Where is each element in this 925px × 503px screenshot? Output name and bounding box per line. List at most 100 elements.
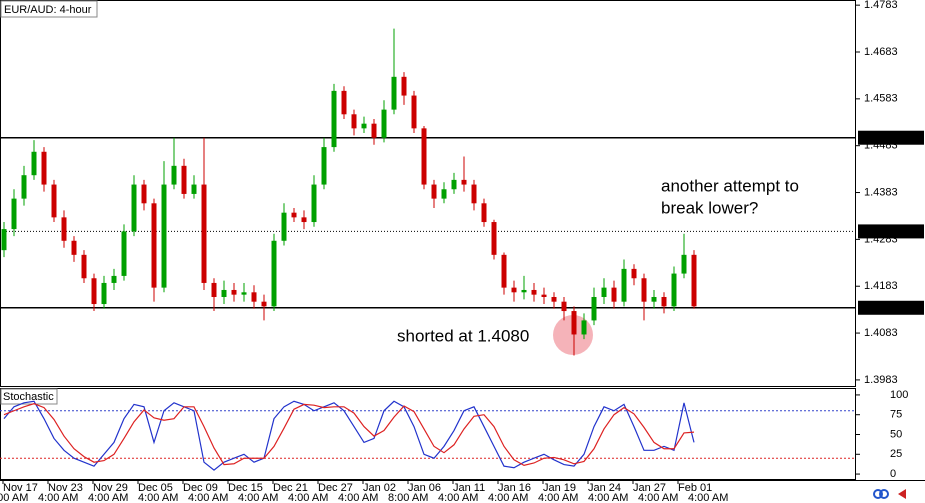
candle-body bbox=[691, 254, 697, 307]
candle-body bbox=[581, 320, 587, 335]
icon bbox=[879, 489, 889, 499]
y-tick-label: 0 bbox=[890, 468, 896, 480]
candle-body bbox=[651, 296, 657, 302]
stoch-title: Stochastic bbox=[3, 391, 54, 403]
candle-body bbox=[71, 240, 77, 255]
candle-body bbox=[101, 282, 107, 305]
candle-body bbox=[451, 179, 457, 190]
candle-body bbox=[381, 109, 387, 138]
candle-body bbox=[61, 217, 67, 241]
candle-body bbox=[501, 254, 507, 288]
candle-body bbox=[11, 198, 17, 230]
candle-body bbox=[291, 212, 297, 218]
candle-body bbox=[491, 222, 497, 255]
candle-body bbox=[171, 165, 177, 185]
h-line-label-bg bbox=[858, 300, 924, 315]
candle-body bbox=[461, 179, 467, 185]
candle-body bbox=[201, 184, 207, 283]
annotation: shorted at 1.4080 bbox=[397, 326, 529, 345]
candle-body bbox=[611, 287, 617, 302]
y-tick-label: 1.4083 bbox=[864, 327, 898, 339]
candle-body bbox=[371, 123, 377, 138]
title-box bbox=[0, 0, 98, 18]
candle-body bbox=[561, 301, 567, 312]
candle-body bbox=[401, 76, 407, 96]
candle-body bbox=[51, 184, 57, 218]
x-date-label: Dec 09 bbox=[183, 482, 218, 494]
x-date-label: Jan 06 bbox=[408, 482, 441, 494]
candle-body bbox=[411, 95, 417, 129]
candle-body bbox=[531, 289, 537, 295]
candle-body bbox=[661, 296, 667, 307]
candle-body bbox=[551, 296, 557, 302]
x-date-label: Dec 27 bbox=[318, 482, 353, 494]
y-tick-label: 75 bbox=[890, 409, 902, 421]
candle-body bbox=[251, 292, 257, 302]
candle-body bbox=[441, 189, 447, 199]
candle-body bbox=[241, 292, 247, 295]
candle-body bbox=[471, 184, 477, 204]
candle-body bbox=[541, 294, 547, 297]
candle-body bbox=[161, 184, 167, 288]
x-time-label: 4:00 AM bbox=[488, 492, 528, 503]
y-tick-label: 25 bbox=[890, 448, 902, 460]
candle-body bbox=[591, 296, 597, 321]
x-time-label: 4:00 AM bbox=[688, 492, 728, 503]
x-time-label: 4:00 AM bbox=[188, 492, 228, 503]
candle-body bbox=[111, 275, 117, 283]
candle-body bbox=[521, 289, 527, 293]
x-date-label: Jan 27 bbox=[633, 482, 666, 494]
x-time-label: 4:00 AM bbox=[138, 492, 178, 503]
x-time-label: 4:00 AM bbox=[338, 492, 378, 503]
h-line-label-bg bbox=[858, 224, 924, 239]
candle-body bbox=[281, 212, 287, 241]
y-tick-label: 100 bbox=[890, 389, 908, 401]
main-frame bbox=[0, 0, 856, 387]
candle-body bbox=[431, 184, 437, 199]
candle-body bbox=[361, 123, 367, 129]
x-date-label: Dec 21 bbox=[273, 482, 308, 494]
h-line-label-bg bbox=[858, 130, 924, 145]
stoch-frame bbox=[0, 388, 856, 480]
y-tick-label: 1.4583 bbox=[864, 93, 898, 105]
candle-body bbox=[351, 114, 357, 129]
x-time-label: 4:00 AM bbox=[0, 492, 28, 503]
candle-body bbox=[131, 184, 137, 232]
x-date-label: Jan 02 bbox=[363, 482, 396, 494]
candle-body bbox=[141, 184, 147, 204]
candle-body bbox=[631, 268, 637, 279]
y-tick-label: 1.3983 bbox=[864, 374, 898, 386]
candle-body bbox=[151, 203, 157, 288]
x-date-label: Jan 19 bbox=[543, 482, 576, 494]
stoch-title-box bbox=[0, 388, 58, 405]
x-time-label: 4:00 AM bbox=[288, 492, 328, 503]
candle-body bbox=[321, 147, 327, 185]
x-time-label: 4:00 AM bbox=[88, 492, 128, 503]
x-date-label: Jan 24 bbox=[588, 482, 621, 494]
y-tick-label: 1.4783 bbox=[864, 0, 898, 11]
x-date-label: Nov 17 bbox=[3, 482, 38, 494]
candle-body bbox=[421, 128, 427, 185]
candle-body bbox=[1, 229, 7, 251]
candle-body bbox=[221, 289, 227, 297]
icon bbox=[898, 489, 906, 499]
candle-body bbox=[641, 278, 647, 302]
x-time-label: 4:00 AM bbox=[238, 492, 278, 503]
candle-body bbox=[81, 254, 87, 279]
h-line-label: 1.4300 bbox=[864, 225, 898, 237]
candle-body bbox=[601, 287, 607, 297]
icons bbox=[873, 489, 906, 499]
x-time-label: 8:00 AM bbox=[388, 492, 428, 503]
y-tick-label: 50 bbox=[890, 428, 902, 440]
candle-body bbox=[271, 240, 277, 307]
h-line-label: 1.4500 bbox=[864, 132, 898, 144]
candle-body bbox=[511, 287, 517, 293]
candle-body bbox=[481, 203, 487, 223]
candle-body bbox=[91, 278, 97, 305]
x-time-label: 4:00 AM bbox=[38, 492, 78, 503]
candle-body bbox=[681, 254, 687, 274]
candle-body bbox=[311, 184, 317, 223]
candle-body bbox=[31, 151, 37, 176]
candle-body bbox=[671, 273, 677, 307]
